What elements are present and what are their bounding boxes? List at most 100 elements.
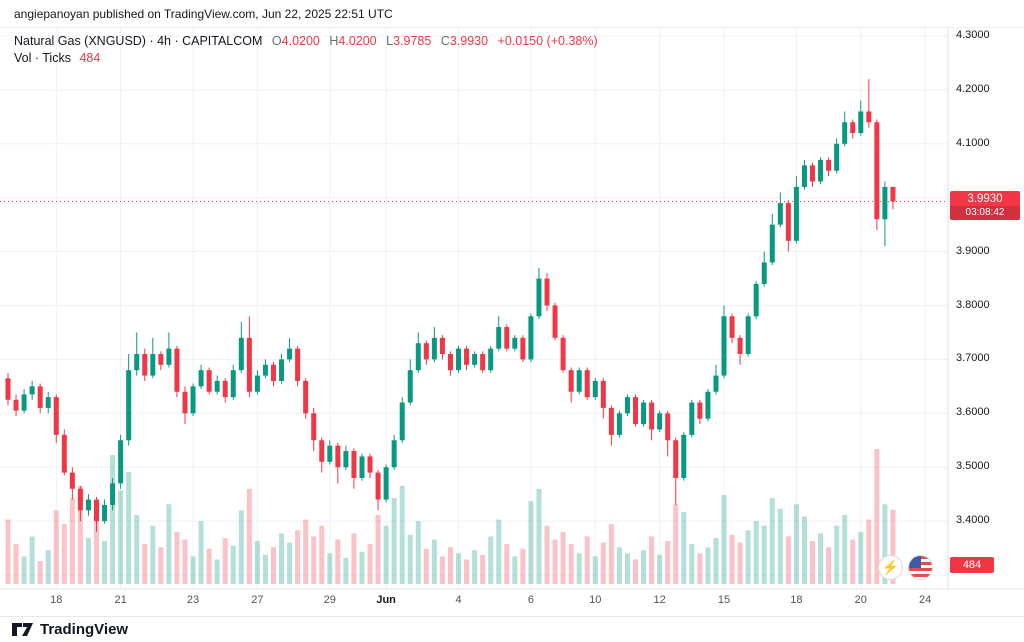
volume-bar xyxy=(61,524,67,584)
tradingview-logo-icon[interactable] xyxy=(12,622,34,637)
time-axis-label: 29 xyxy=(323,594,336,606)
candle-body xyxy=(729,316,735,338)
volume-bar xyxy=(713,537,719,584)
candle-body xyxy=(359,456,365,478)
candle-body xyxy=(190,386,196,414)
candle-body xyxy=(753,283,759,317)
volume-bar xyxy=(37,560,43,584)
volume-bar xyxy=(359,551,365,584)
volume-bar xyxy=(649,536,655,584)
candle-body xyxy=(206,370,212,392)
volume-bar xyxy=(745,530,751,584)
candle-body xyxy=(464,348,470,365)
candle-body xyxy=(761,262,767,284)
candle-body xyxy=(303,380,309,414)
volume-bar xyxy=(801,516,807,584)
candle-body xyxy=(544,278,550,306)
volume-indicator-row[interactable]: Vol · Ticks 484 xyxy=(14,50,598,67)
volume-bar xyxy=(496,519,502,584)
candle-body xyxy=(93,499,99,522)
chart-floating-buttons: ⚡ xyxy=(878,555,933,580)
volume-bar xyxy=(182,539,188,584)
candle-body xyxy=(295,348,301,381)
volume-bar xyxy=(279,533,285,584)
time-axis[interactable]: 18 21 23 27 29 Jun 4 6 10 12 15 18 20 24 xyxy=(0,591,948,613)
candlestick-chart[interactable] xyxy=(0,28,1024,590)
volume-bar xyxy=(53,510,59,584)
candle-body xyxy=(624,397,630,414)
volume-bar xyxy=(584,536,590,584)
volume-bar xyxy=(592,556,598,584)
high-value: 4.0200 xyxy=(338,34,377,48)
candle-body xyxy=(496,327,502,349)
candle-body xyxy=(592,380,598,398)
volume-bar xyxy=(608,524,614,584)
volume-bar xyxy=(375,514,381,584)
candle-body xyxy=(246,337,252,392)
volume-bar xyxy=(174,531,180,584)
candle-body xyxy=(480,354,486,371)
price-axis-label: 3.6000 xyxy=(956,406,990,419)
tradingview-brand-text[interactable]: TradingView xyxy=(40,621,129,638)
candle-body xyxy=(472,354,478,365)
volume-bar xyxy=(826,547,832,584)
volume-bar xyxy=(777,508,783,584)
volume-bar xyxy=(512,556,518,584)
price-axis[interactable]: 4.3000 4.2000 4.1000 3.9000 3.8000 3.7000 3.60… xyxy=(948,28,1024,590)
us-flag-icon[interactable] xyxy=(908,555,933,580)
candle-body xyxy=(415,343,421,371)
volume-bar xyxy=(246,488,252,584)
candle-body xyxy=(77,488,83,511)
volume-bar xyxy=(423,548,429,584)
volume-bar xyxy=(166,504,172,584)
volume-bar xyxy=(222,537,228,584)
time-axis-label: 10 xyxy=(589,594,602,606)
volume-bar xyxy=(488,536,494,584)
candle-body xyxy=(488,348,494,371)
open-label: O xyxy=(271,34,282,48)
symbol-ohlc-row[interactable]: Natural Gas (XNGUSD) · 4h · CAPITALCOM O… xyxy=(14,33,598,50)
volume-bar xyxy=(102,541,108,584)
volume-bar xyxy=(480,554,486,584)
volume-bar xyxy=(464,559,470,584)
volume-bar xyxy=(536,488,542,584)
price-axis-label: 3.8000 xyxy=(956,298,990,311)
candle-body xyxy=(238,337,244,371)
volume-bar xyxy=(528,501,534,584)
candle-body xyxy=(85,499,91,511)
candle-body xyxy=(560,337,566,371)
volume-bar xyxy=(560,531,566,584)
volume-indicator-label: Vol · Ticks xyxy=(14,51,71,65)
volume-bar xyxy=(134,514,140,584)
time-axis-label: 6 xyxy=(527,594,534,606)
candle-body xyxy=(270,364,276,381)
volume-bar xyxy=(665,541,671,584)
candle-body xyxy=(785,203,791,241)
volume-bar xyxy=(624,553,630,584)
candle-body xyxy=(335,445,341,468)
lightning-boost-icon[interactable]: ⚡ xyxy=(878,555,903,580)
candle-body xyxy=(528,316,534,360)
volume-bar xyxy=(705,547,711,584)
time-axis-label: Jun xyxy=(376,594,396,606)
candle-body xyxy=(801,165,807,187)
close-label: C xyxy=(440,34,450,48)
volume-bar xyxy=(29,536,35,584)
candle-body xyxy=(512,337,518,349)
volume-bar xyxy=(118,490,124,584)
candle-body xyxy=(174,348,180,392)
candle-body xyxy=(737,337,743,355)
volume-bar xyxy=(721,495,727,584)
volume-bar xyxy=(818,533,824,584)
volume-bar xyxy=(158,547,164,584)
volume-bar xyxy=(552,539,558,584)
volume-bar xyxy=(85,537,91,584)
candle-body xyxy=(13,399,19,411)
volume-bar xyxy=(882,504,888,584)
candle-body xyxy=(158,354,164,365)
candle-body xyxy=(327,445,333,462)
current-price-badge: 3.9930 03:08:42 xyxy=(950,191,1020,221)
volume-bar xyxy=(834,525,840,584)
time-axis-label: 12 xyxy=(653,594,666,606)
volume-axis-badge: 484 xyxy=(950,557,994,573)
